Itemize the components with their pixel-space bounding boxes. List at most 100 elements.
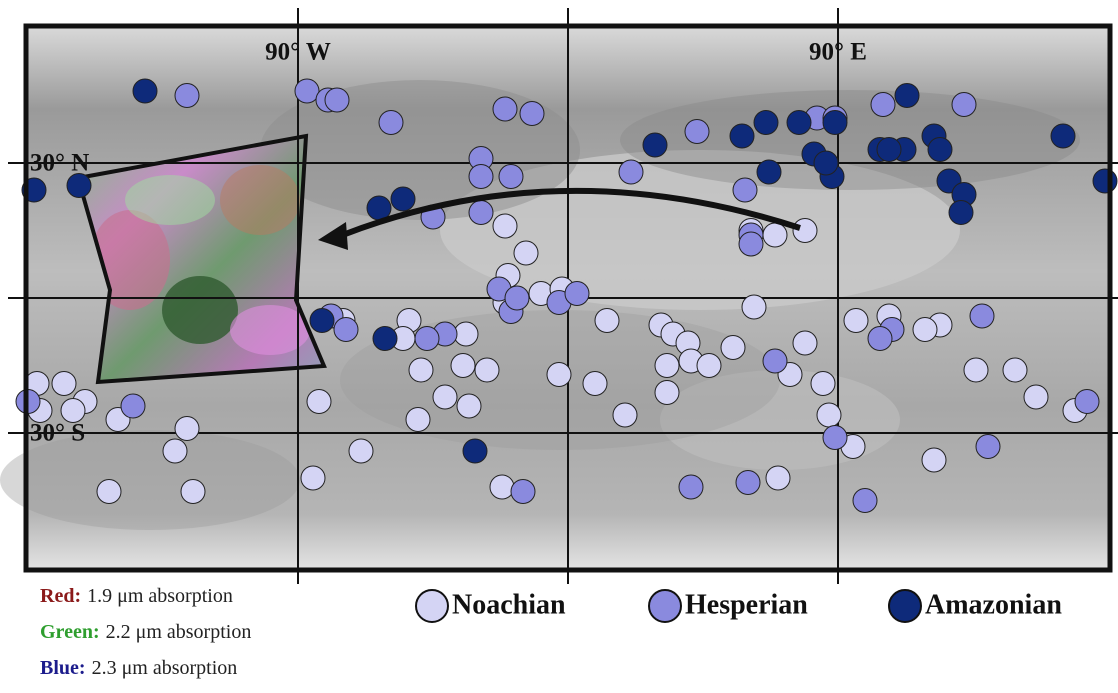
site-marker [493, 214, 517, 238]
site-marker [595, 309, 619, 333]
site-marker [619, 160, 643, 184]
caption-line: Green: 2.2 μm absorption [40, 621, 251, 643]
site-marker [463, 439, 487, 463]
site-marker [844, 309, 868, 333]
legend: Noachian Hesperian Amazonian [416, 589, 1062, 622]
site-marker [754, 111, 778, 135]
site-marker [373, 327, 397, 351]
page: {"chart_data": {"type": "map", "xlim": [… [0, 0, 1118, 688]
site-marker [949, 201, 973, 225]
site-marker [505, 286, 529, 310]
site-marker [409, 358, 433, 382]
site-marker [475, 358, 499, 382]
site-marker [730, 124, 754, 148]
site-marker [334, 318, 358, 342]
caption: Red: 1.9 μm absorption Green: 2.2 μm absorp… [40, 585, 251, 679]
caption-key: Blue: [40, 657, 86, 679]
site-marker [1075, 390, 1099, 414]
site-marker [679, 475, 703, 499]
site-marker [433, 385, 457, 409]
site-marker [817, 403, 841, 427]
site-marker [613, 403, 637, 427]
site-marker [733, 178, 757, 202]
site-marker [970, 304, 994, 328]
site-marker [310, 309, 334, 333]
site-marker [325, 88, 349, 112]
site-marker [757, 160, 781, 184]
site-marker [406, 408, 430, 432]
site-marker [499, 165, 523, 189]
site-marker [655, 381, 679, 405]
site-marker [451, 354, 475, 378]
site-marker [391, 187, 415, 211]
x-tick-label: 90° E [809, 39, 867, 66]
legend-swatch [649, 590, 681, 622]
site-marker [823, 111, 847, 135]
site-marker [415, 327, 439, 351]
site-marker [493, 97, 517, 121]
site-marker [913, 318, 937, 342]
site-marker [895, 84, 919, 108]
caption-key: Red: [40, 585, 81, 607]
site-marker [67, 174, 91, 198]
site-marker [871, 93, 895, 117]
site-marker [181, 480, 205, 504]
site-marker [163, 439, 187, 463]
site-marker [742, 295, 766, 319]
site-marker [922, 448, 946, 472]
site-marker [811, 372, 835, 396]
site-marker [490, 475, 514, 499]
site-marker [175, 417, 199, 441]
site-marker [787, 111, 811, 135]
legend-label: Noachian [452, 589, 566, 620]
site-marker [307, 390, 331, 414]
y-tick-label: 30° N [30, 150, 89, 177]
site-marker [814, 151, 838, 175]
legend-label: Hesperian [685, 589, 808, 620]
site-marker [175, 84, 199, 108]
site-marker [61, 399, 85, 423]
caption-text: 2.2 μm absorption [106, 621, 252, 643]
site-marker [868, 327, 892, 351]
site-marker [1093, 169, 1117, 193]
caption-line: Red: 1.9 μm absorption [40, 585, 233, 607]
site-marker [469, 201, 493, 225]
site-marker [133, 79, 157, 103]
site-marker [763, 349, 787, 373]
site-marker [1024, 385, 1048, 409]
site-marker [1051, 124, 1075, 148]
site-marker [295, 79, 319, 103]
site-marker [853, 489, 877, 513]
site-marker [349, 439, 373, 463]
site-marker [511, 480, 535, 504]
site-marker [583, 372, 607, 396]
site-marker [763, 223, 787, 247]
legend-swatch [889, 590, 921, 622]
site-marker [547, 363, 571, 387]
caption-text: 1.9 μm absorption [87, 585, 233, 607]
site-marker [964, 358, 988, 382]
site-marker [766, 466, 790, 490]
site-marker [379, 111, 403, 135]
site-marker [1003, 358, 1027, 382]
legend-label: Amazonian [925, 589, 1062, 620]
site-marker [655, 354, 679, 378]
site-marker [565, 282, 589, 306]
site-marker [721, 336, 745, 360]
site-marker [793, 219, 817, 243]
site-marker [457, 394, 481, 418]
caption-line: Blue: 2.3 μm absorption [40, 657, 237, 679]
site-marker [52, 372, 76, 396]
site-marker [454, 322, 478, 346]
site-marker [736, 471, 760, 495]
figure: 90° W 90° E 30° N 30° S Noachian Hesperian Am… [0, 0, 1118, 688]
site-marker [952, 93, 976, 117]
site-marker [97, 480, 121, 504]
x-tick-label: 90° W [265, 39, 331, 66]
caption-text: 2.3 μm absorption [92, 657, 238, 679]
site-marker [520, 102, 544, 126]
site-marker [643, 133, 667, 157]
site-marker [877, 138, 901, 162]
caption-key: Green: [40, 621, 100, 643]
y-tick-label: 30° S [30, 420, 85, 447]
